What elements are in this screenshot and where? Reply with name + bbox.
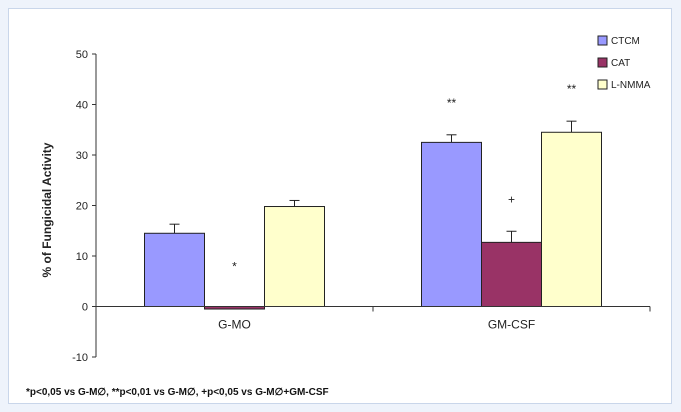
y-tick-label: 0 (82, 302, 88, 314)
legend: CTCM CAT L-NMMA (597, 35, 651, 91)
bar-ctcm-g-mo (144, 232, 205, 307)
significance-marker: ** (447, 96, 457, 110)
footnote: *p<0,05 vs G-M∅, **p<0,01 vs G-M∅, +p<0,… (26, 387, 329, 398)
legend-label: L-NMMA (611, 80, 651, 91)
x-axis: G-MO GM-CSF (95, 306, 651, 332)
y-axis: -10 0 10 20 30 40 50 (72, 49, 97, 364)
legend-swatch (597, 57, 608, 68)
x-category-label: GM-CSF (488, 318, 535, 332)
bar-l-nmma-g-mo (264, 206, 325, 307)
significance-marker: ** (567, 82, 577, 96)
y-tick-label: -10 (72, 352, 88, 364)
bar-ctcm-gm-csf (421, 141, 482, 307)
y-axis-title: % of Fungicidal Activity (40, 142, 54, 277)
y-tick-label: 50 (76, 49, 88, 61)
legend-label: CAT (611, 58, 630, 69)
error-bars (169, 120, 577, 243)
bar-cat-gm-csf (481, 241, 542, 308)
bars (144, 131, 602, 310)
legend-swatch (597, 79, 608, 90)
significance-marker: + (508, 192, 515, 206)
bar-l-nmma-gm-csf (541, 131, 602, 307)
y-tick-label: 20 (76, 201, 88, 213)
legend-label: CTCM (611, 36, 640, 47)
significance-marker: * (232, 260, 237, 274)
legend-swatch (597, 35, 608, 46)
significance-markers: ***+** (232, 82, 576, 273)
y-tick-label: 10 (76, 251, 88, 263)
x-category-label: G-MO (218, 318, 251, 332)
y-tick-label: 40 (76, 100, 88, 112)
y-tick-label: 30 (76, 150, 88, 162)
